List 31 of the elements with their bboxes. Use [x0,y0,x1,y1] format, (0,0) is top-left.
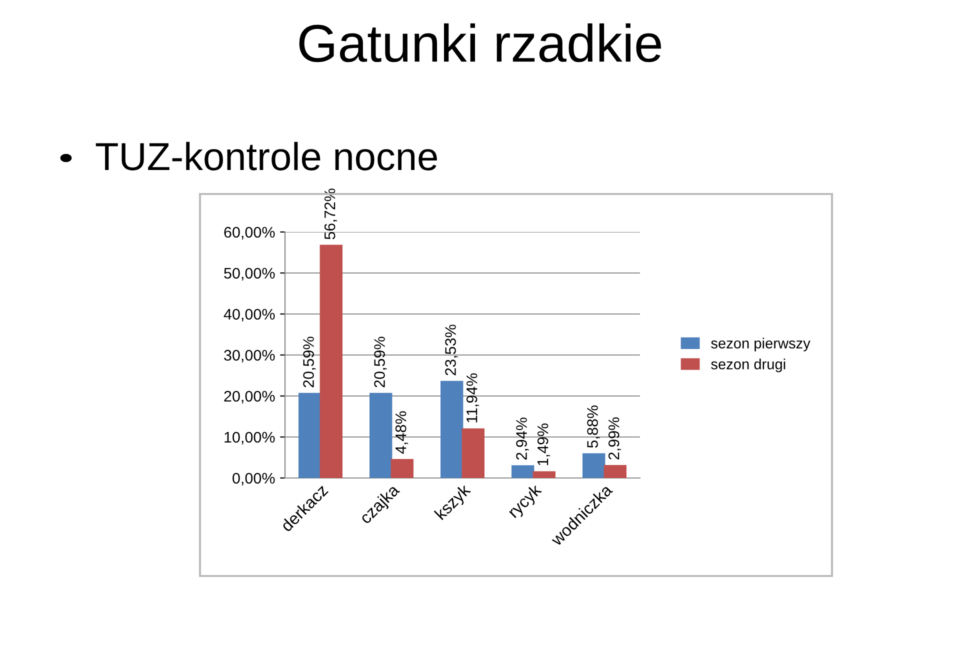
chart-title: Gatunki rzadkie [299,23,662,62]
bar [532,471,556,478]
data-label: 56,72% [324,188,338,240]
bar [462,428,484,478]
data-label: 11,94% [466,373,480,422]
bar [440,380,464,478]
y-tick-label: 60,00% [224,226,275,240]
bar [370,392,392,478]
data-label: 1,49% [537,424,550,466]
bar [320,244,342,478]
bar [582,453,606,478]
data-label: 20,59% [374,336,387,388]
data-label: 20,59% [303,336,316,388]
y-tick-label: 30,00% [224,350,275,362]
y-tick-label: 0,00% [232,472,275,486]
data-label: 2,94% [516,418,529,460]
legend-label: sezon pierwszy [711,338,810,352]
y-tick-label: 10,00% [224,432,275,444]
bar [390,458,414,478]
data-label: 23,53% [445,324,458,376]
data-label: 5,88% [587,406,600,448]
bar [298,392,322,478]
legend-label: sezon drugi [711,358,786,372]
y-tick-label: 50,00% [224,268,275,280]
y-tick-label: 20,00% [224,390,275,404]
chart-subtitle: TUZ-kontrole nocne [96,142,437,170]
bar [512,465,534,478]
data-label: 2,99% [608,417,622,460]
bar [604,465,626,478]
data-label: 4,48% [395,411,408,454]
y-tick-label: 40,00% [224,308,275,322]
